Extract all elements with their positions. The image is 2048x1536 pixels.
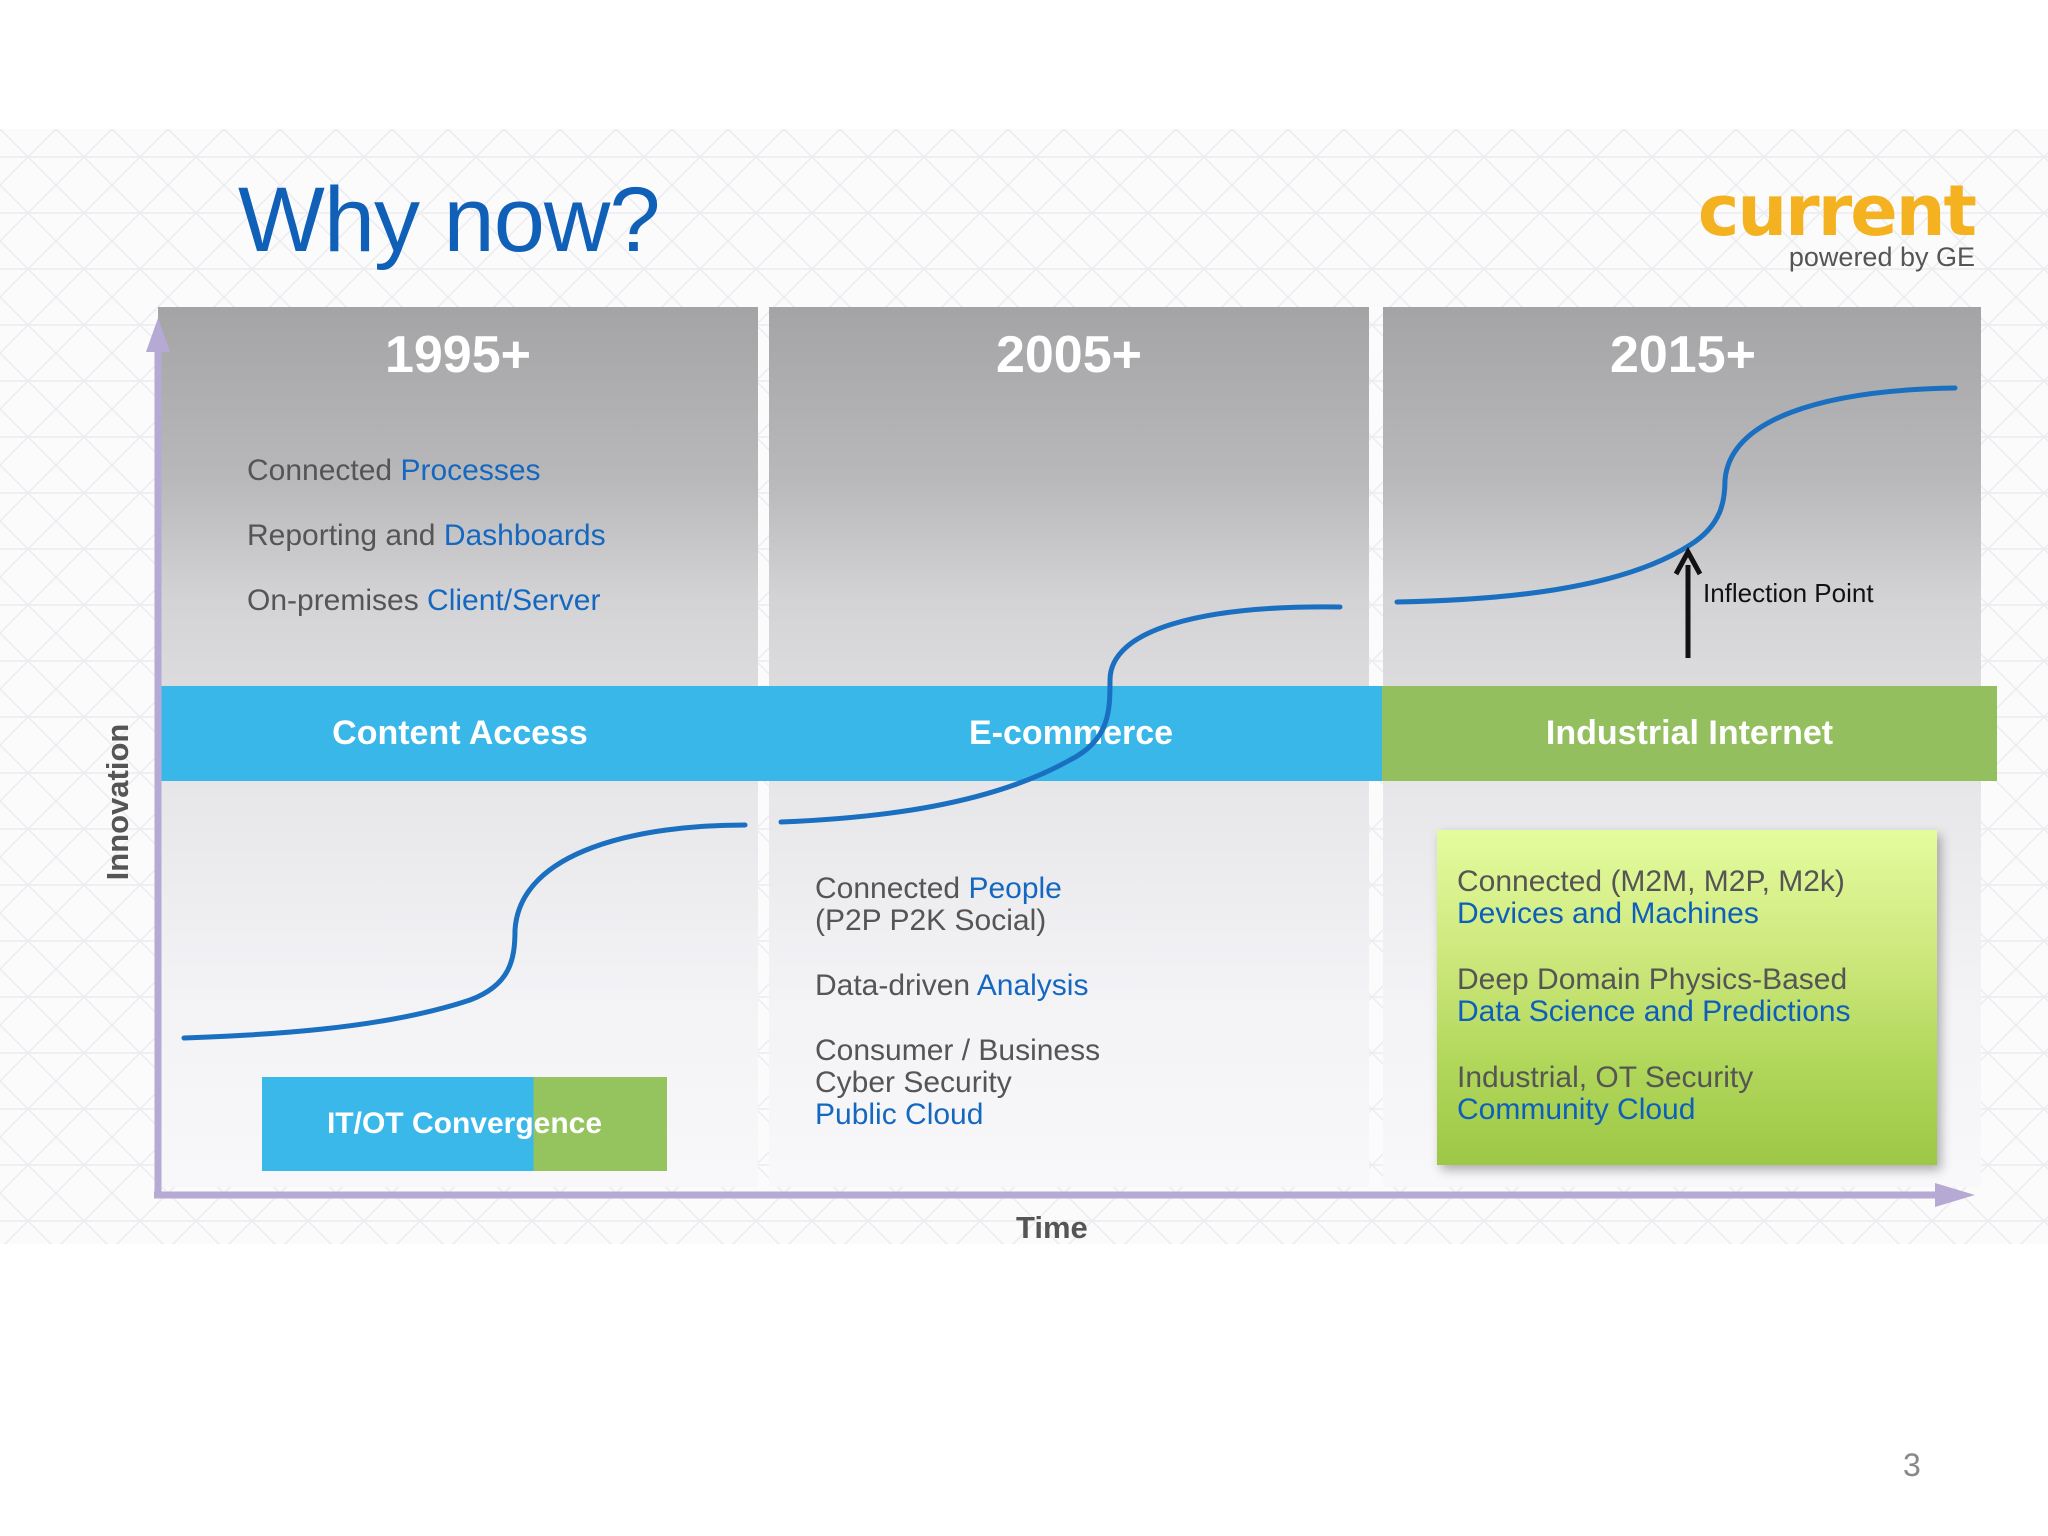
feature-data-science: Deep Domain Physics-Based Data Science an…	[1457, 963, 1851, 1028]
s-curve-2015	[1394, 385, 1958, 605]
feature-connected-processes: Connected Processes	[247, 454, 541, 487]
inflection-point-label: Inflection Point	[1703, 578, 1874, 608]
feature-data-driven-analysis: Data-driven Analysis	[815, 969, 1089, 1002]
era-year-2015: 2015+	[1609, 326, 1757, 384]
feature-public-cloud: Consumer / Business Cyber Security Public …	[815, 1034, 1101, 1131]
inflection-arrow-head	[1673, 546, 1703, 576]
itot-convergence-tag: IT/OT Convergence	[262, 1077, 667, 1171]
y-axis-label: Innovation	[100, 723, 135, 881]
slide-title: Why now?	[238, 169, 660, 271]
s-curve-2005	[778, 604, 1343, 825]
band-industrial-internet: Industrial Internet	[1382, 686, 1997, 781]
current-logo: current powered by GE	[1660, 176, 1980, 286]
era-year-1995: 1995+	[384, 326, 532, 384]
x-axis-arrowhead	[1935, 1183, 1975, 1207]
feature-connected-people: Connected People (P2P P2K Social)	[815, 872, 1062, 937]
feature-devices-machines: Connected (M2M, M2P, M2k) Devices and Mac…	[1457, 865, 1845, 930]
era-year-2005: 2005+	[995, 326, 1143, 384]
band-e-commerce: E-commerce	[760, 686, 1382, 781]
industrial-features-box: Connected (M2M, M2P, M2k) Devices and Mac…	[1437, 830, 1937, 1165]
feature-onprem-client-server: On-premises Client/Server	[247, 584, 601, 617]
feature-community-cloud: Industrial, OT Security Community Cloud	[1457, 1061, 1754, 1126]
x-axis-label: Time	[1016, 1210, 1088, 1245]
feature-reporting-dashboards: Reporting and Dashboards	[247, 519, 606, 552]
page-number: 3	[1903, 1447, 1921, 1483]
s-curve-1995	[181, 822, 748, 1041]
y-axis-arrowhead	[146, 318, 170, 352]
logo-tagline: powered by GE	[1788, 242, 1975, 272]
band-content-access: Content Access	[160, 686, 760, 781]
logo-wordmark: current	[1697, 170, 1977, 252]
